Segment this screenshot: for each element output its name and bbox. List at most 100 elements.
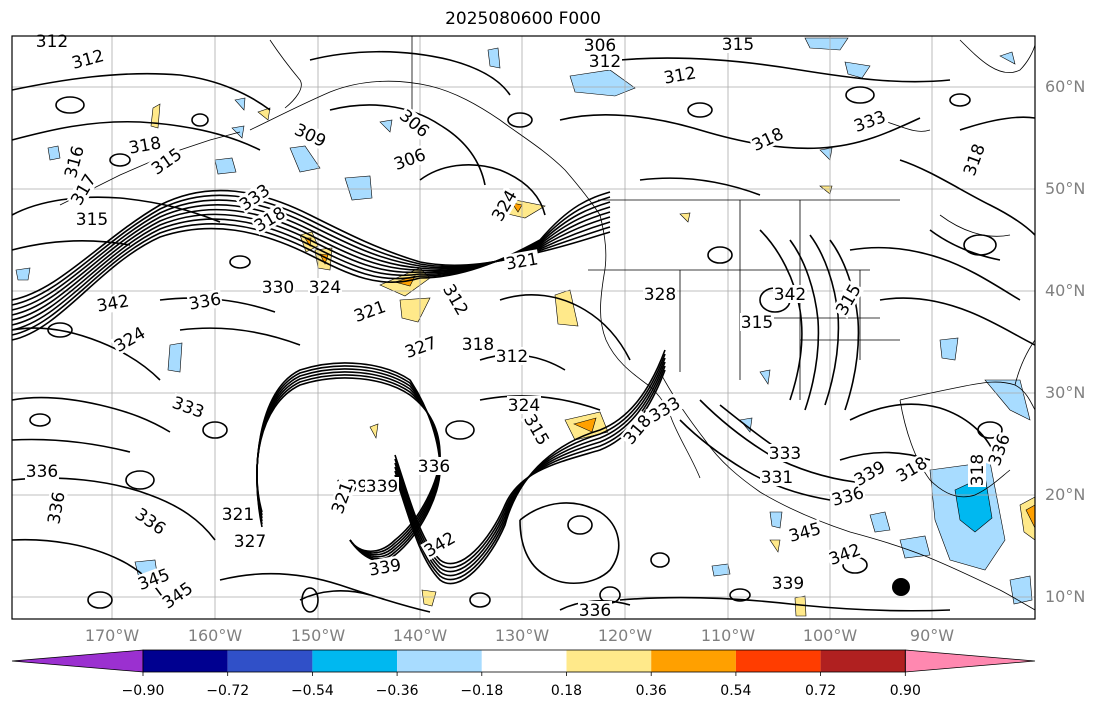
shaded-patch (984, 379, 1031, 421)
contour-label-bg (503, 249, 541, 273)
contour-line (11, 72, 271, 111)
lon-label: 150°W (290, 626, 346, 645)
contour-label-group: 315 (75, 210, 109, 230)
contour-label-bg (645, 392, 684, 426)
colorbar-segment (566, 650, 652, 672)
closed-contour (977, 421, 1003, 439)
shaded-patch (47, 145, 61, 161)
contour-label-bg (169, 392, 208, 422)
contour-label-bg (721, 35, 755, 53)
tropical-cyclone-marker (892, 578, 910, 596)
contour-line (679, 419, 831, 501)
contour-label-bg (588, 52, 622, 70)
contour-label-bg (126, 133, 164, 157)
colorbar-frame (142, 649, 906, 673)
contour-label: 312 (589, 52, 621, 72)
contour-label: 331 (761, 468, 793, 488)
contour-line (879, 297, 1036, 346)
contour-line (849, 403, 996, 456)
contour-label-bg (785, 518, 824, 546)
contour-label: 336 (418, 457, 450, 477)
shaded-patch (819, 185, 833, 195)
closed-contour (229, 255, 251, 269)
colorbar-segment (397, 650, 482, 672)
contour-label-bg (420, 527, 459, 561)
contour-label-bg (350, 296, 389, 326)
colorbar-tick-label: −0.36 (375, 683, 419, 699)
coastline (704, 439, 926, 557)
contour-label-bg (395, 105, 434, 142)
shaded-patch (15, 267, 31, 281)
closed-contour (469, 592, 491, 608)
contour-label-group: 336 (25, 462, 59, 482)
closed-contour (55, 96, 85, 114)
contour-label-bg (850, 456, 889, 490)
contour-label-bg (507, 396, 541, 414)
contour-label-group: 318 (461, 335, 495, 355)
contour-line (256, 362, 441, 562)
contour-label-bg (773, 285, 807, 303)
contour-label-group: 339 (771, 574, 805, 594)
closed-contour (29, 413, 51, 427)
contour-line (11, 196, 611, 336)
shaded-patch (711, 563, 731, 577)
closed-contour (47, 322, 73, 338)
contour-label-bg (984, 430, 1014, 469)
coastline (899, 399, 976, 498)
contour-line (11, 327, 161, 381)
contour-label-group: 306 (583, 36, 617, 56)
lat-label: 20°N (1045, 485, 1086, 504)
shaded-patch (573, 417, 597, 433)
closed-contour (109, 153, 131, 167)
contour-label-group: 315 (721, 35, 755, 55)
lon-label: 160°W (187, 626, 243, 645)
shaded-patch (379, 119, 393, 133)
lat-label: 10°N (1045, 587, 1086, 606)
contour-label-bg (308, 278, 342, 296)
lon-label: 170°W (84, 626, 140, 645)
shaded-patch (234, 97, 246, 111)
lat-label: 50°N (1045, 179, 1086, 198)
coastline (924, 555, 1036, 611)
contour-line (11, 194, 611, 306)
shaded-patch (344, 175, 373, 201)
shaded-patch (369, 423, 379, 439)
shaded-patch (257, 107, 271, 121)
contour-label: 318 (462, 335, 494, 355)
contour-line (639, 177, 761, 196)
contour-label-bg (495, 347, 529, 365)
contour-line (394, 353, 666, 581)
shaded-patch (289, 145, 321, 173)
shaded-patch (679, 212, 691, 223)
contour-line (11, 204, 611, 316)
contour-label-bg (250, 202, 289, 236)
contour-label-bg (892, 452, 931, 486)
closed-contour (507, 112, 533, 128)
contour-label-bg (390, 144, 429, 174)
contour-label-bg (619, 410, 656, 449)
lon-label: 120°W (597, 626, 653, 645)
contour-line (11, 189, 611, 301)
contour-line (11, 438, 131, 453)
contour-label-bg (760, 468, 794, 486)
coastline (599, 214, 673, 421)
contour-label-group: 324 (110, 322, 149, 357)
shaded-patch (999, 51, 1016, 65)
shaded-patch (487, 47, 501, 69)
contour-label-bg (417, 457, 451, 475)
contour-label: 306 (584, 36, 616, 56)
lat-label: 30°N (1045, 383, 1086, 402)
contour-label-group: 333 (768, 444, 802, 464)
closed-contour (687, 102, 713, 118)
contour-label-bg (768, 444, 802, 462)
contour-line (394, 365, 666, 569)
contour-line (11, 206, 611, 326)
contour-line (299, 590, 371, 601)
colorbar-segment (312, 650, 398, 672)
coastline (249, 80, 601, 216)
contour-line (519, 502, 620, 585)
contour-label: 339 (772, 574, 804, 594)
shaded-patch (769, 539, 781, 553)
